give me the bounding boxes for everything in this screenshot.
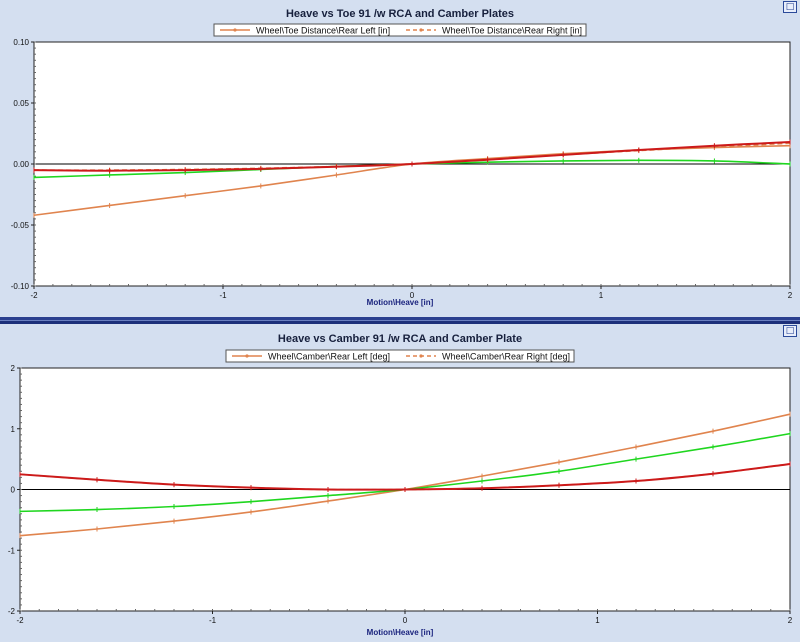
- legend-marker: [245, 354, 249, 358]
- x-tick-label: -2: [30, 291, 38, 300]
- x-tick-label: 2: [788, 291, 793, 300]
- maximize-window-icon[interactable]: □: [783, 325, 797, 337]
- legend-marker: [419, 28, 423, 32]
- x-tick-label: -1: [209, 616, 217, 625]
- x-tick-label: 0: [403, 616, 408, 625]
- y-tick-label: -0.05: [11, 221, 30, 230]
- x-tick-label: 2: [788, 616, 793, 625]
- toe-chart: Heave vs Toe 91 /w RCA and Camber Plates…: [11, 8, 793, 307]
- y-tick-label: -1: [8, 546, 16, 555]
- x-axis-label: Motion\Heave [in]: [367, 628, 434, 637]
- x-tick-label: 1: [595, 616, 600, 625]
- y-tick-label: 0.10: [13, 38, 29, 47]
- x-tick-label: -2: [16, 616, 24, 625]
- legend-marker: [419, 354, 423, 358]
- y-tick-label: 1: [11, 425, 16, 434]
- y-tick-label: 0: [11, 486, 16, 495]
- legend-label: Wheel\Camber\Rear Right [deg]: [442, 352, 570, 362]
- toe-chart-panel: □ Heave vs Toe 91 /w RCA and Camber Plat…: [0, 0, 800, 317]
- y-tick-label: 2: [11, 364, 16, 373]
- panel-splitter[interactable]: [0, 317, 800, 324]
- x-tick-label: -1: [219, 291, 227, 300]
- y-tick-label: -0.10: [11, 282, 30, 291]
- legend-box: [225, 349, 575, 363]
- y-tick-label: 0.00: [13, 160, 29, 169]
- camber-chart: Heave vs Camber 91 /w RCA and Camber Pla…: [8, 333, 793, 637]
- chart-title: Heave vs Toe 91 /w RCA and Camber Plates: [286, 8, 514, 20]
- y-tick-label: 0.05: [13, 99, 29, 108]
- legend-label: Wheel\Toe Distance\Rear Left [in]: [256, 26, 390, 36]
- y-tick-label: -2: [8, 607, 16, 616]
- chart-title: Heave vs Camber 91 /w RCA and Camber Pla…: [278, 333, 522, 345]
- legend-label: Wheel\Toe Distance\Rear Right [in]: [442, 26, 582, 36]
- x-tick-label: 1: [599, 291, 604, 300]
- maximize-window-icon[interactable]: □: [783, 1, 797, 13]
- legend-marker: [233, 28, 237, 32]
- legend-label: Wheel\Camber\Rear Left [deg]: [268, 352, 390, 362]
- legend-box: [213, 23, 587, 37]
- camber-chart-panel: □ Heave vs Camber 91 /w RCA and Camber P…: [0, 324, 800, 642]
- x-tick-label: 0: [410, 291, 415, 300]
- x-axis-label: Motion\Heave [in]: [367, 298, 434, 307]
